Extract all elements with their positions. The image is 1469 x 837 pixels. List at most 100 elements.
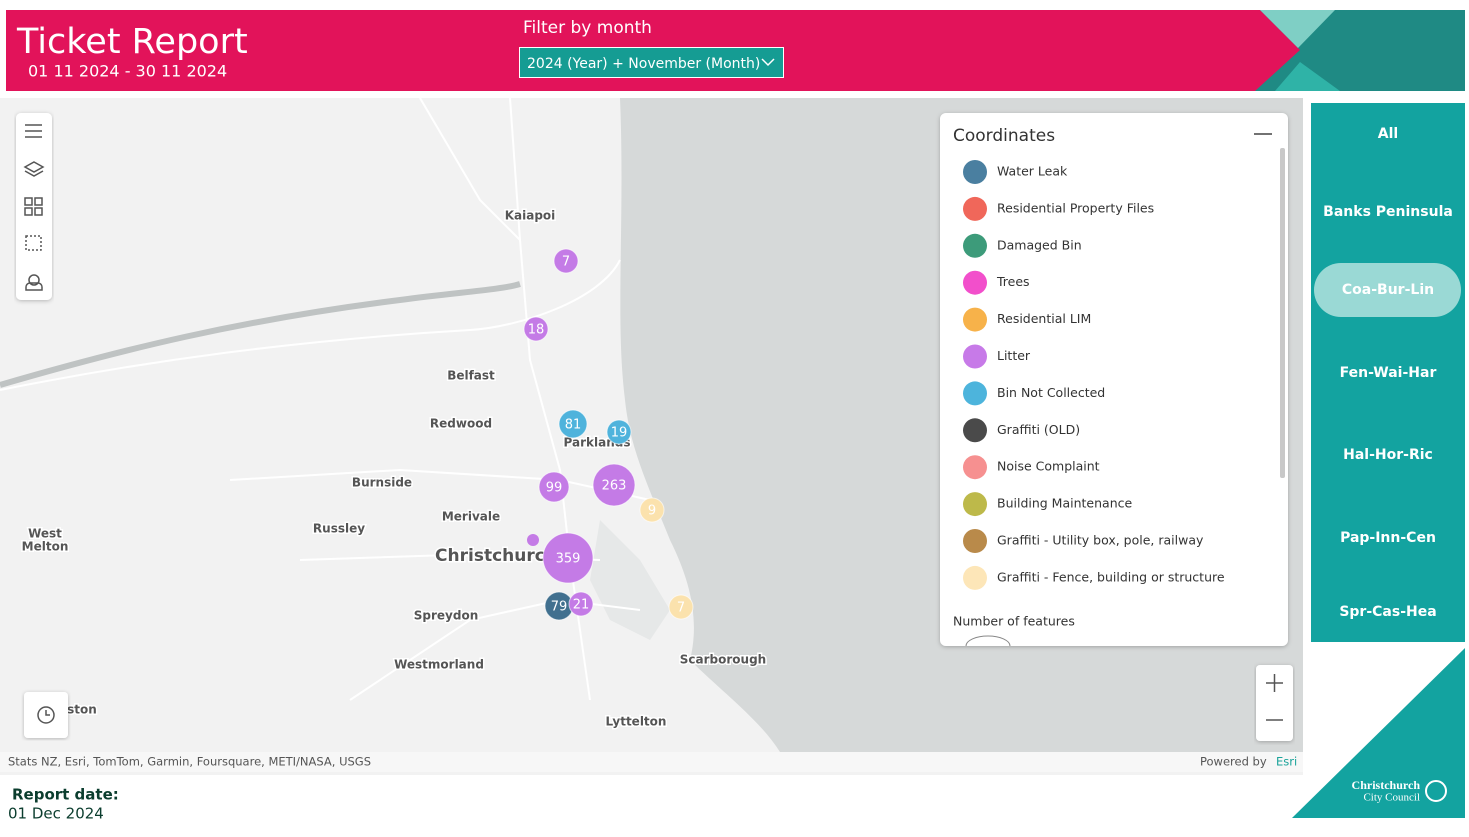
place-label: Lyttelton [606,715,667,729]
cluster[interactable] [592,463,636,507]
size-legend-title: Number of features [953,614,1075,629]
legend-swatch [963,381,987,406]
slicer-button[interactable]: Coa-Bur-Lin [1342,282,1434,298]
slicer-button[interactable]: Fen-Wai-Har [1340,365,1437,381]
header-decor [1260,10,1335,48]
legend-label: Residential LIM [997,311,1091,326]
legend-label: Water Leak [997,164,1068,179]
slicer-button[interactable]: Hal-Hor-Ric [1343,447,1433,463]
slicer-button[interactable]: Spr-Cas-Hea [1339,604,1436,620]
place-label: Burnside [352,476,412,490]
legend-swatch [963,565,987,590]
cluster-count: 79 [551,600,568,615]
header-decor [1275,62,1340,91]
legend-label: Graffiti - Fence, building or structure [997,569,1225,584]
legend-swatch [963,233,987,258]
place-label: Belfast [447,369,495,383]
legend-label: Building Maintenance [997,496,1132,511]
legend-label: Residential Property Files [997,200,1154,215]
area-slicer [1311,103,1465,642]
legend-label: Graffiti (OLD) [997,422,1080,437]
scrollbar[interactable] [1280,148,1285,478]
place-label: Melton [22,540,69,554]
select-icon[interactable] [25,235,42,251]
report-date-label: Report date: [12,786,119,804]
legend-swatch [963,418,987,443]
filter-value[interactable]: 2024 (Year) + November (Month) [527,56,760,72]
logo-mark [1425,780,1447,802]
legend-swatch [963,529,987,553]
cluster[interactable] [538,471,570,503]
place-label: Russley [313,522,365,536]
cluster-count: 99 [546,481,563,496]
cluster[interactable] [606,419,632,445]
legend-swatch [963,270,987,295]
place-label: Westmorland [394,658,484,672]
legend-label: Damaged Bin [997,237,1082,252]
zoom-in[interactable] [1266,674,1283,692]
logo-line2: City Council [1363,792,1420,804]
legend-swatch [963,455,987,480]
slicer-button[interactable]: Banks Peninsula [1323,204,1453,220]
place-label: Redwood [430,417,492,431]
cluster-count: 19 [611,426,628,441]
slicer-button[interactable]: All [1378,126,1398,142]
cluster[interactable] [568,591,594,617]
cluster[interactable] [542,532,594,584]
cluster-count: 21 [573,598,590,613]
legend-label: Noise Complaint [997,459,1100,474]
cluster-count: 359 [556,552,581,567]
logo-line1: Christchurch [1352,778,1421,792]
cluster[interactable] [553,248,579,274]
legend-swatch [963,196,987,221]
filter-dropdown[interactable] [519,47,784,78]
cluster-count: 7 [677,601,685,616]
cluster-count: 263 [602,479,627,494]
place-label: Merivale [442,510,500,524]
slicer-button[interactable]: Pap-Inn-Cen [1340,530,1436,546]
cluster[interactable] [523,316,549,342]
legend-label: Trees [996,274,1030,289]
legend-label: Litter [997,348,1031,363]
map-point[interactable] [527,534,539,546]
grid-icon[interactable] [24,197,43,216]
legend-title: Coordinates [953,126,1055,146]
size-legend-circle [965,635,1011,647]
place-label: Spreydon [414,609,479,623]
date-range: 01 11 2024 - 30 11 2024 [28,62,227,81]
cluster[interactable] [558,409,588,439]
cluster-count: 9 [648,504,656,519]
estuary [590,520,670,640]
legend-panel [940,113,1288,646]
cluster-count: 7 [562,255,570,270]
place-label: Christchurch [435,546,557,566]
cluster[interactable] [668,594,694,620]
legend-swatch [963,160,987,184]
menu-icon[interactable] [25,124,42,138]
cluster-count: 81 [565,418,582,433]
legend-swatch [963,307,987,332]
user-icon[interactable] [25,274,43,291]
legend-label: Bin Not Collected [997,385,1105,400]
place-label: Scarborough [680,653,766,667]
zoom-control [1256,665,1293,741]
map-toolbar [16,113,52,300]
place-label: West [28,527,62,541]
place-label: ston [67,703,97,717]
esri-link[interactable]: Esri [1276,755,1297,769]
clock-icon [37,706,55,724]
powered-by: Powered by [1200,755,1267,769]
cluster-count: 18 [528,323,545,338]
filter-label: Filter by month [523,18,652,38]
legend-swatch [963,492,987,517]
clock-hands [45,710,50,716]
cluster[interactable] [639,497,665,523]
place-label: Kaiapoi [505,209,556,223]
attribution-bar [0,752,1303,772]
layers-icon[interactable] [23,161,45,177]
attribution: Stats NZ, Esri, TomTom, Garmin, Foursqua… [8,755,371,769]
legend-swatch [963,344,987,369]
logo-panel [1292,648,1465,818]
legend-label: Graffiti - Utility box, pole, railway [997,533,1204,548]
